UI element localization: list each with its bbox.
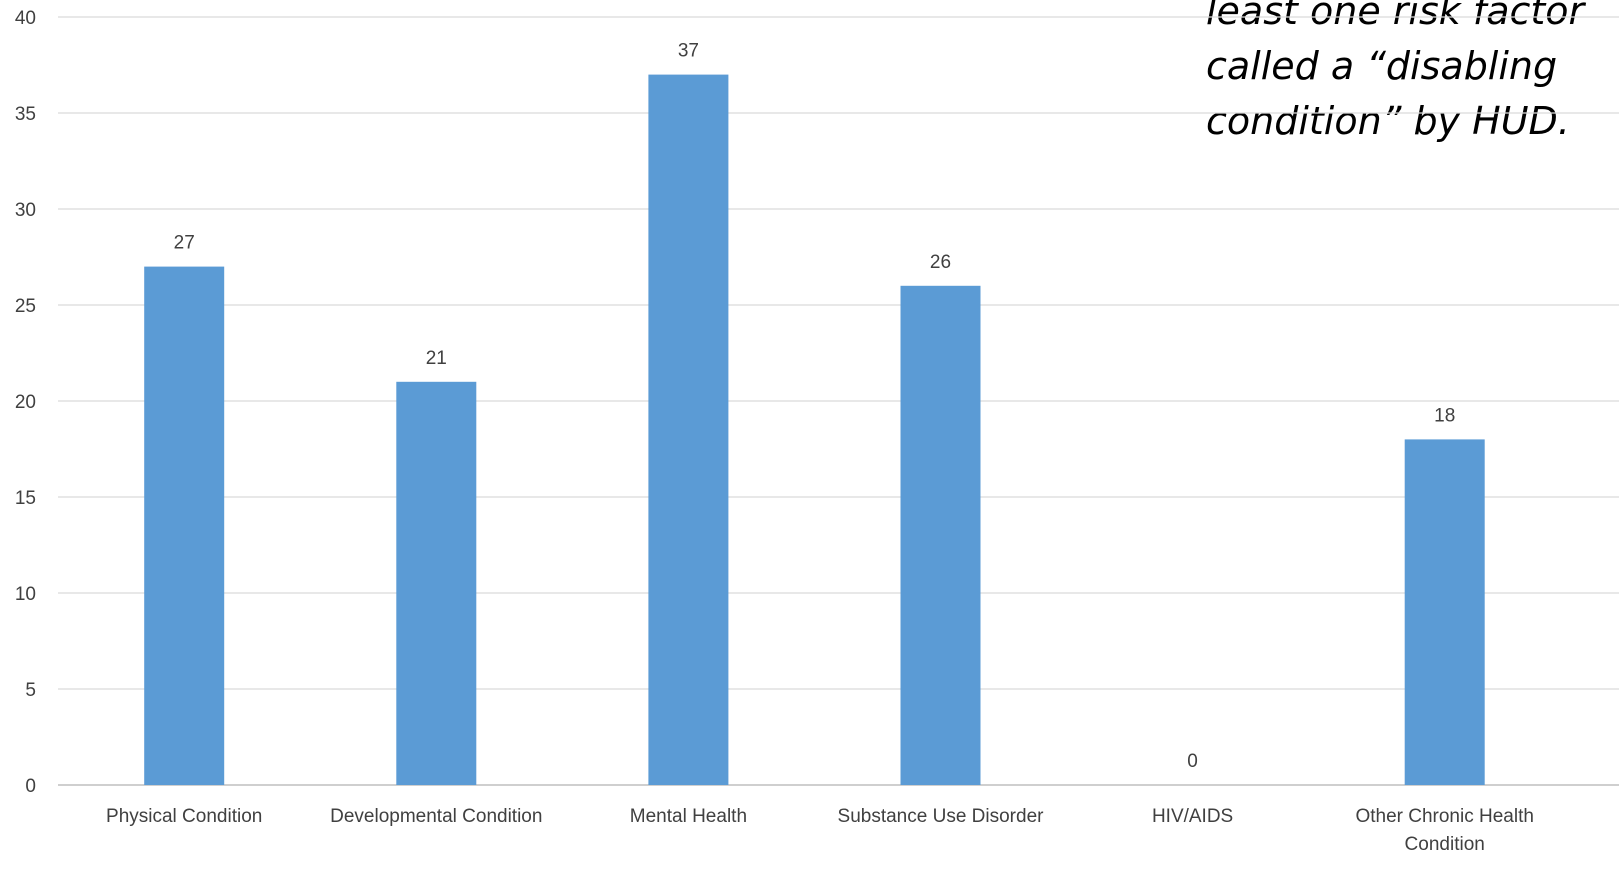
annotation-text: least one risk factor called a “disablin… <box>1206 0 1619 149</box>
x-tick-label: Other Chronic Health Condition <box>1355 806 1533 855</box>
data-label: 37 <box>678 41 699 62</box>
y-tick-label: 40 <box>15 8 36 29</box>
y-tick-label: 15 <box>15 488 36 509</box>
y-tick-label: 10 <box>15 584 36 605</box>
data-label: 18 <box>1434 405 1455 426</box>
data-label: 21 <box>426 348 447 369</box>
x-tick-label: Mental Health <box>630 806 747 827</box>
x-tick-label: HIV/AIDS <box>1152 806 1233 827</box>
y-tick-label: 35 <box>15 104 36 125</box>
data-label: 26 <box>930 252 951 273</box>
bars <box>144 74 1485 786</box>
bar <box>648 74 729 786</box>
y-tick-label: 5 <box>25 680 36 701</box>
y-tick-label: 30 <box>15 200 36 221</box>
data-label: 0 <box>1187 751 1198 772</box>
data-labels: 27 21 37 26 0 18 <box>174 41 1456 772</box>
annotation-line-2: called a “disabling <box>1206 44 1558 88</box>
data-label: 27 <box>174 233 195 254</box>
bar <box>900 285 981 785</box>
x-tick-label: Developmental Condition <box>330 806 542 827</box>
y-tick-label: 25 <box>15 296 36 317</box>
y-axis-tick-labels: 0 5 10 15 20 25 30 35 40 <box>15 8 36 797</box>
bar <box>1404 439 1485 785</box>
x-tick-label: Substance Use Disorder <box>838 806 1045 827</box>
annotation-line-3: condition” by HUD. <box>1206 99 1570 143</box>
gridlines <box>58 16 1619 786</box>
x-axis-tick-labels: Physical Condition Developmental Conditio… <box>106 806 1534 855</box>
bar <box>144 266 225 786</box>
x-tick-label: Physical Condition <box>106 806 262 827</box>
bar <box>396 381 477 785</box>
y-tick-label: 0 <box>25 776 36 797</box>
y-tick-label: 20 <box>15 392 36 413</box>
